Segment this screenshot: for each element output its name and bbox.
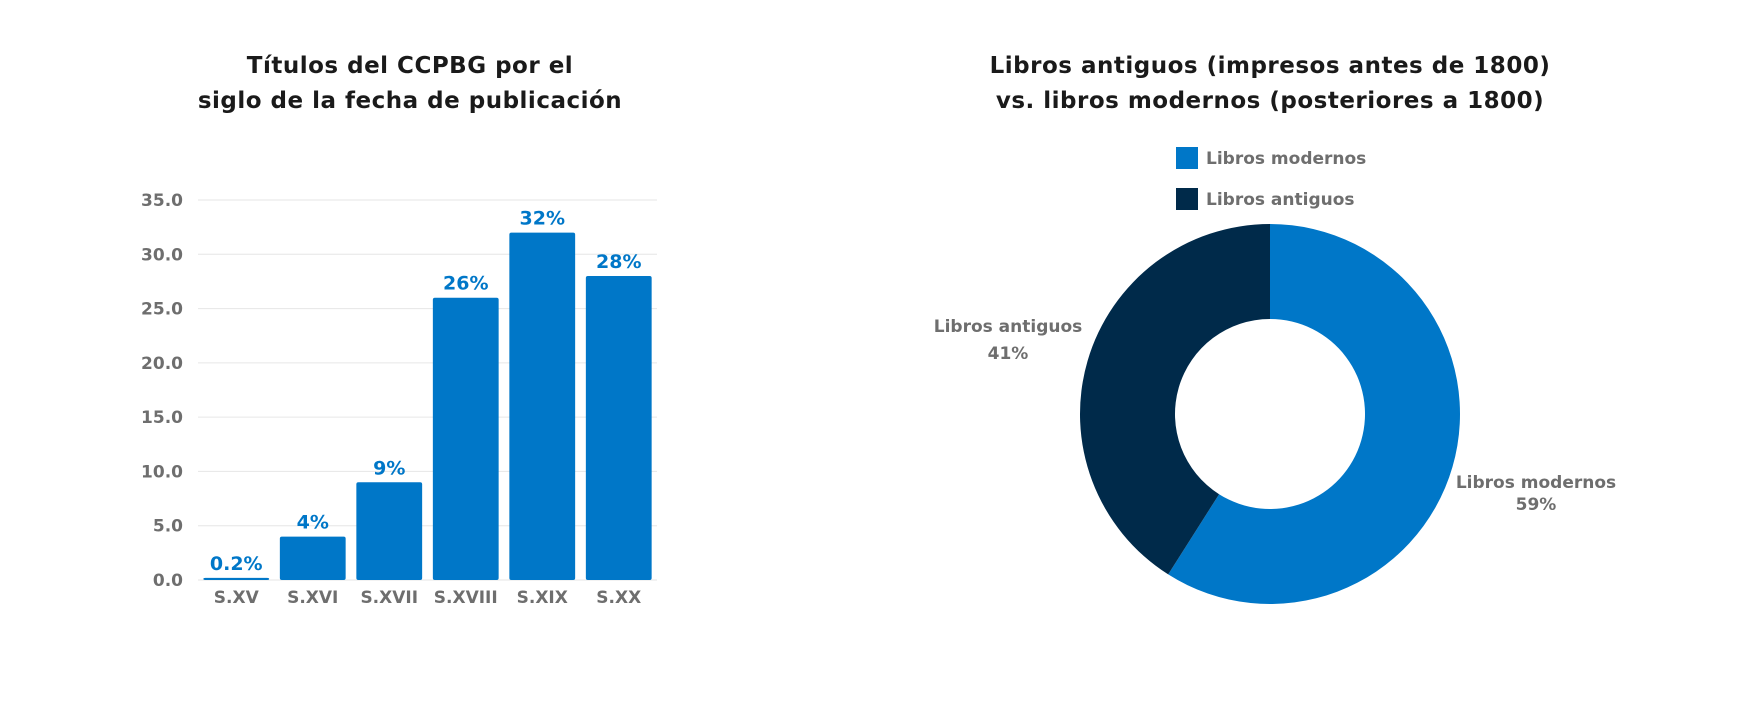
x-tick-label: S.XVI	[287, 588, 338, 608]
bar-y-axis: 0.0 5.0 10.0 15.0 20.0 25.0 30.0 35.0	[141, 191, 183, 591]
bar-data-labels: 0.2% 4% 9% 26% 32% 28%	[210, 208, 642, 575]
donut-chart-title-line-1: Libros antiguos (impresos antes de 1800)	[990, 53, 1551, 79]
bar-data-label: 28%	[596, 251, 641, 273]
donut-slice	[1079, 224, 1270, 575]
y-tick-label: 5.0	[153, 517, 183, 537]
donut-slice	[1168, 224, 1460, 604]
x-tick-label: S.XIX	[517, 588, 568, 608]
legend-swatch-antique	[1176, 188, 1198, 210]
bar	[585, 276, 652, 580]
bar-data-label: 32%	[520, 208, 565, 230]
y-tick-label: 15.0	[141, 408, 183, 428]
bar	[203, 577, 270, 580]
donut-legend: Libros modernos Libros antiguos	[1176, 147, 1366, 210]
bar-data-label: 9%	[373, 457, 405, 479]
bar	[432, 297, 499, 580]
donut-slices	[1079, 224, 1460, 604]
slice-label-modern-value: 59%	[1516, 495, 1557, 515]
y-tick-label: 20.0	[141, 354, 183, 374]
x-tick-label: S.XV	[214, 588, 260, 608]
slice-label-antique: Libros antiguos 41%	[934, 317, 1083, 364]
legend-label-antique: Libros antiguos	[1206, 190, 1355, 210]
y-tick-label: 10.0	[141, 462, 183, 482]
y-tick-label: 25.0	[141, 300, 183, 320]
bar	[509, 232, 576, 581]
donut-chart: Libros antiguos (impresos antes de 1800)…	[934, 53, 1616, 604]
legend-label-modern: Libros modernos	[1206, 149, 1366, 169]
x-tick-label: S.XX	[596, 588, 641, 608]
bar-data-label: 26%	[443, 273, 488, 295]
y-tick-label: 30.0	[141, 245, 183, 265]
bar-series	[203, 232, 652, 581]
bar-chart-title-line-2: siglo de la fecha de publicación	[198, 88, 622, 114]
bar-chart: Títulos del CCPBG por el siglo de la fec…	[141, 53, 657, 608]
y-tick-label: 0.0	[153, 571, 183, 591]
x-tick-label: S.XVIII	[434, 588, 498, 608]
bar	[279, 536, 346, 580]
slice-label-antique-value: 41%	[988, 344, 1029, 364]
x-tick-label: S.XVII	[360, 588, 418, 608]
legend-swatch-modern	[1176, 147, 1198, 169]
bar-data-label: 4%	[297, 512, 329, 534]
slice-label-modern: Libros modernos 59%	[1456, 473, 1616, 515]
bar	[356, 482, 423, 580]
slice-label-antique-name: Libros antiguos	[934, 317, 1083, 337]
slice-label-modern-name: Libros modernos	[1456, 473, 1616, 493]
bar-gridlines	[198, 199, 657, 581]
bar-chart-title-line-1: Títulos del CCPBG por el	[247, 53, 573, 79]
y-tick-label: 35.0	[141, 191, 183, 211]
bar-data-label: 0.2%	[210, 553, 263, 575]
donut-chart-title-line-2: vs. libros modernos (posteriores a 1800)	[996, 88, 1544, 114]
bar-x-axis: S.XV S.XVI S.XVII S.XVIII S.XIX S.XX	[214, 588, 641, 608]
